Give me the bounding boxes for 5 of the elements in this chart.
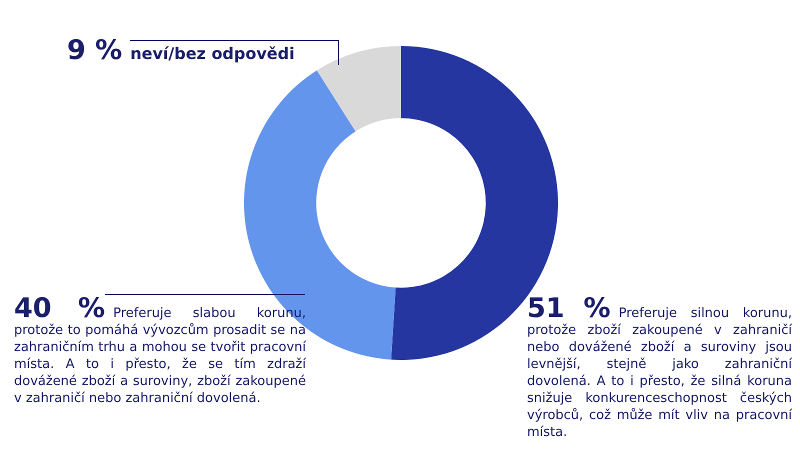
data-label: 40 %: [14, 293, 106, 324]
data-label: 9 %: [67, 35, 122, 66]
slice-label: neví/bez odpovědi: [130, 44, 295, 63]
data-label: 51 %: [527, 293, 611, 324]
donut-slice: [316, 46, 401, 132]
